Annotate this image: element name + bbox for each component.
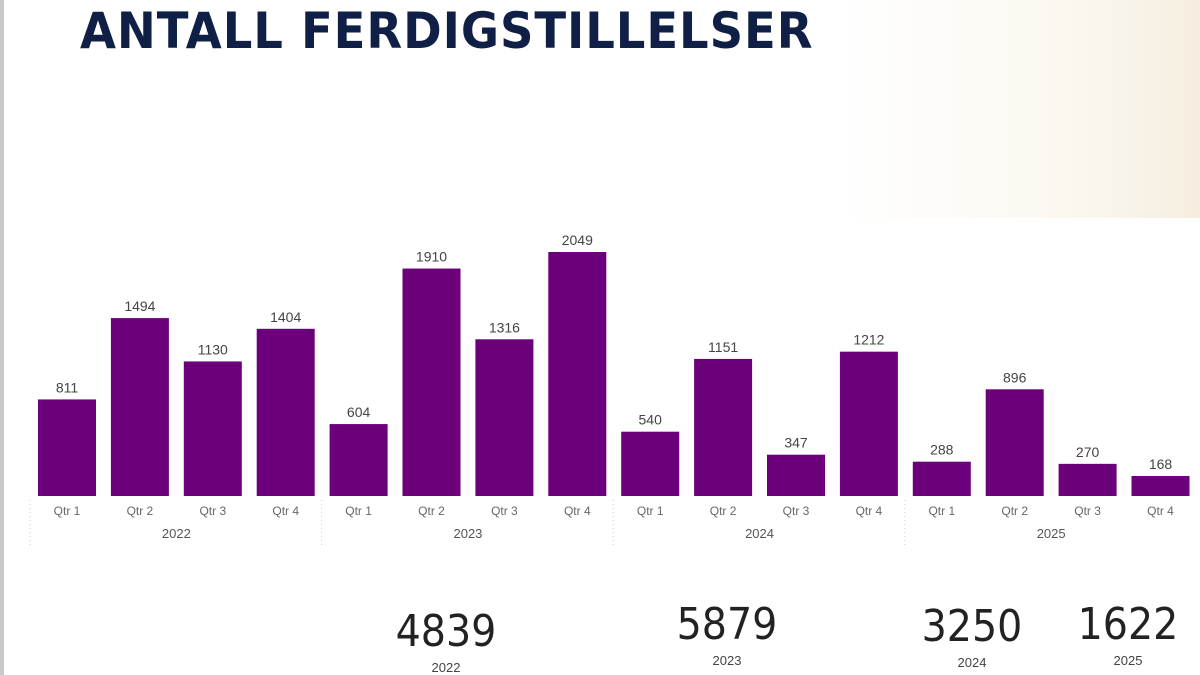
data-label: 540 bbox=[639, 412, 663, 428]
x-tick-label: Qtr 2 bbox=[127, 504, 154, 518]
data-label: 288 bbox=[930, 442, 954, 458]
total-year: 2023 bbox=[712, 653, 742, 668]
bar bbox=[1131, 475, 1190, 496]
x-tick-label: Qtr 2 bbox=[418, 504, 445, 518]
left-border bbox=[0, 0, 4, 675]
data-label: 270 bbox=[1076, 444, 1100, 460]
x-group-label: 2023 bbox=[453, 526, 482, 541]
data-label: 1404 bbox=[270, 309, 301, 325]
bar bbox=[110, 318, 169, 496]
bar bbox=[621, 431, 680, 496]
bar bbox=[329, 424, 388, 496]
bar bbox=[985, 389, 1044, 496]
bar bbox=[402, 268, 461, 496]
x-tick-label: Qtr 2 bbox=[1001, 504, 1028, 518]
total-year: 2022 bbox=[431, 660, 461, 675]
data-label: 1212 bbox=[853, 332, 884, 348]
x-tick-label: Qtr 3 bbox=[783, 504, 810, 518]
bar bbox=[475, 339, 534, 496]
x-tick-label: Qtr 4 bbox=[856, 504, 883, 518]
total-card-2023: 5879 2023 bbox=[647, 599, 807, 669]
data-label: 168 bbox=[1149, 456, 1173, 472]
bar bbox=[767, 454, 825, 496]
bar bbox=[1058, 463, 1117, 496]
data-label: 896 bbox=[1003, 369, 1027, 385]
x-tick-label: Qtr 1 bbox=[54, 504, 81, 518]
total-card-2025: 1622 2025 bbox=[1048, 599, 1200, 669]
x-tick-label: Qtr 1 bbox=[928, 504, 955, 518]
x-tick-label: Qtr 4 bbox=[1147, 504, 1174, 518]
total-value: 3250 bbox=[921, 601, 1023, 652]
total-card-2022: 4839 2022 bbox=[366, 608, 526, 675]
data-label: 1494 bbox=[124, 298, 155, 314]
data-label: 1910 bbox=[416, 249, 447, 265]
total-value: 5879 bbox=[676, 599, 778, 650]
bar bbox=[548, 252, 607, 496]
total-card-2024: 3250 2024 bbox=[892, 601, 1052, 671]
x-tick-label: Qtr 1 bbox=[637, 504, 664, 518]
total-year: 2025 bbox=[1113, 653, 1143, 668]
x-group-label: 2022 bbox=[162, 526, 191, 541]
x-group-label: 2025 bbox=[1037, 526, 1066, 541]
total-value: 1622 bbox=[1077, 599, 1179, 650]
data-label: 2049 bbox=[562, 232, 593, 248]
bar bbox=[694, 358, 753, 496]
data-label: 347 bbox=[784, 435, 808, 451]
total-value: 4839 bbox=[395, 606, 497, 657]
data-label: 1316 bbox=[489, 319, 520, 335]
x-tick-label: Qtr 4 bbox=[272, 504, 299, 518]
x-tick-label: Qtr 4 bbox=[564, 504, 591, 518]
data-label: 811 bbox=[56, 379, 79, 395]
x-tick-label: Qtr 3 bbox=[1074, 504, 1101, 518]
x-tick-label: Qtr 1 bbox=[345, 504, 372, 518]
bar bbox=[912, 461, 971, 496]
data-label: 1130 bbox=[198, 341, 228, 357]
x-tick-label: Qtr 3 bbox=[491, 504, 518, 518]
bar bbox=[38, 399, 96, 496]
data-label: 604 bbox=[347, 404, 371, 420]
page-title: ANTALL FERDIGSTILLELSER bbox=[80, 2, 814, 60]
bar bbox=[183, 361, 242, 496]
x-tick-label: Qtr 3 bbox=[199, 504, 226, 518]
bar bbox=[839, 351, 898, 496]
data-label: 1151 bbox=[708, 339, 738, 355]
bar bbox=[256, 328, 315, 496]
total-year: 2024 bbox=[957, 655, 987, 670]
x-group-label: 2024 bbox=[745, 526, 774, 541]
x-tick-label: Qtr 2 bbox=[710, 504, 737, 518]
